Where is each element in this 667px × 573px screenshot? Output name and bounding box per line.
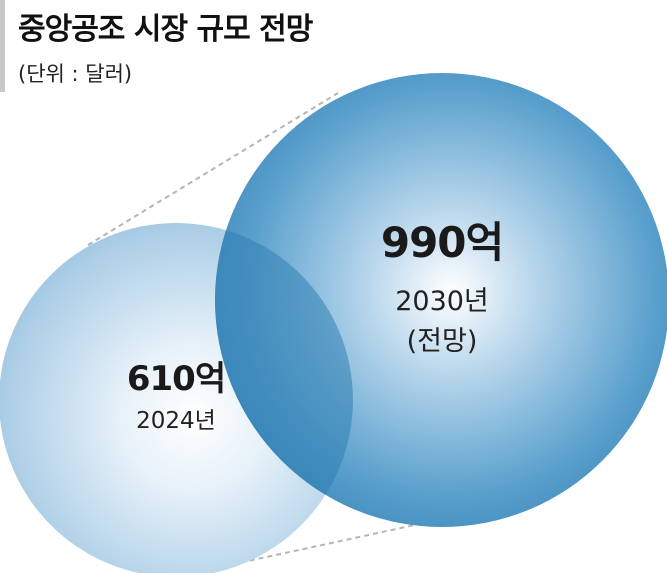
year-label-2024: 2024년 xyxy=(136,408,216,434)
chart-title: 중앙공조 시장 규모 전망 xyxy=(18,12,313,47)
forecast-note-2030: (전망) xyxy=(407,326,478,357)
title-accent-bar xyxy=(0,0,5,92)
value-label-2024: 610억 xyxy=(127,359,225,399)
year-label-2030: 2030년 xyxy=(395,286,489,317)
value-label-2030: 990억 xyxy=(381,218,503,267)
guide-line-top xyxy=(87,92,339,246)
bubble-overlap xyxy=(215,223,353,527)
unit-note: (단위 : 달러) xyxy=(18,62,133,86)
